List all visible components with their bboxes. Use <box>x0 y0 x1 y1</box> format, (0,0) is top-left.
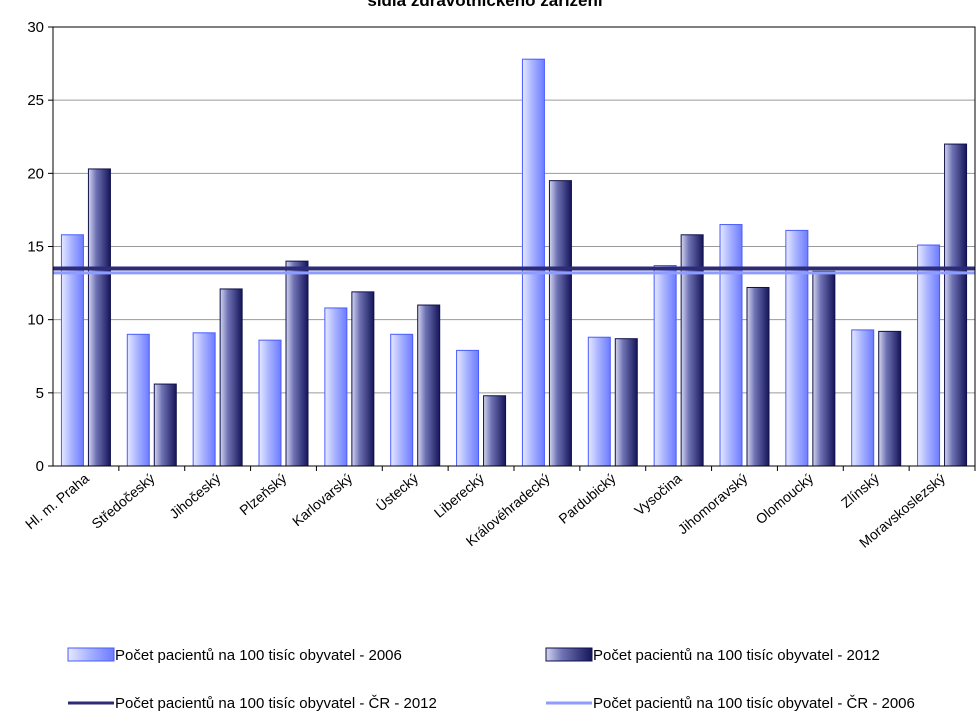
bar-2006 <box>456 349 480 467</box>
bar-2012 <box>548 180 572 467</box>
bar-2012 <box>351 291 375 467</box>
legend-label: Počet pacientů na 100 tisíc obyvatel - 2… <box>115 647 402 664</box>
reference-lines <box>53 266 975 275</box>
y-tick-label: 0 <box>36 458 44 475</box>
bar-2012 <box>878 330 902 467</box>
bar-2006 <box>126 333 150 467</box>
bar-2012 <box>614 338 638 467</box>
chart-title: sídla zdravotnického zařízení <box>367 0 604 10</box>
axes <box>48 26 976 471</box>
legend-item: Počet pacientů na 100 tisíc obyvatel - Č… <box>546 695 915 712</box>
bar-2012 <box>812 270 836 467</box>
legend-swatch <box>67 647 115 662</box>
bar-2006 <box>917 244 941 467</box>
legend-item: Počet pacientů na 100 tisíc obyvatel - 2… <box>545 647 880 664</box>
x-tick-label: Jihomoravský <box>675 470 751 537</box>
bar-2012 <box>153 383 177 467</box>
x-tick-label: Plzeňský <box>236 470 289 518</box>
x-tick-label: Zlínský <box>838 470 882 511</box>
x-tick-label: Středočeský <box>88 470 157 532</box>
bar-2012 <box>87 168 111 467</box>
x-tick-label: Jihočeský <box>166 470 223 522</box>
bar-2006 <box>587 336 611 467</box>
y-tick-label: 30 <box>27 19 44 36</box>
bar-2006 <box>653 265 677 467</box>
legend-label: Počet pacientů na 100 tisíc obyvatel - 2… <box>593 647 880 664</box>
y-tick-label: 5 <box>36 385 44 402</box>
legend-label: Počet pacientů na 100 tisíc obyvatel - Č… <box>593 695 915 712</box>
bar-2006 <box>390 333 414 467</box>
bar-2012 <box>417 304 441 467</box>
bar-2006 <box>192 332 216 467</box>
bar-2006 <box>851 329 875 467</box>
y-tick-label: 10 <box>27 312 44 329</box>
x-tick-label: Olomoucký <box>752 470 816 527</box>
x-tick-label: Hl. m. Praha <box>22 470 92 532</box>
legend: Počet pacientů na 100 tisíc obyvatel - 2… <box>67 647 915 712</box>
y-tick-labels: 0 5 10 15 20 25 30 <box>27 19 44 475</box>
legend-label: Počet pacientů na 100 tisíc obyvatel - Č… <box>115 695 437 712</box>
y-tick-label: 20 <box>27 165 44 182</box>
x-tick-label: Karlovarský <box>289 470 355 529</box>
y-tick-label: 25 <box>27 92 44 109</box>
bar-2012 <box>746 286 770 467</box>
bar-2006 <box>324 307 348 467</box>
x-tick-label: Vysočina <box>631 470 685 519</box>
bar-2006 <box>521 58 545 467</box>
y-tick-label: 15 <box>27 239 44 256</box>
bar-2012 <box>944 143 968 467</box>
legend-swatch <box>545 647 593 662</box>
bar-2012 <box>483 395 507 467</box>
bar-2006 <box>258 339 282 467</box>
legend-item: Počet pacientů na 100 tisíc obyvatel - Č… <box>68 695 437 712</box>
x-tick-label: Ústecký <box>373 470 421 514</box>
bar-2012 <box>219 288 243 467</box>
x-tick-label: Pardubický <box>555 470 618 527</box>
gridlines <box>53 26 975 394</box>
bar-2006 <box>719 224 743 467</box>
legend-item: Počet pacientů na 100 tisíc obyvatel - 2… <box>67 647 402 664</box>
x-tick-label: Liberecký <box>431 470 487 521</box>
bar-2006 <box>785 229 809 467</box>
bars <box>60 58 968 467</box>
bar-2012 <box>285 260 309 467</box>
